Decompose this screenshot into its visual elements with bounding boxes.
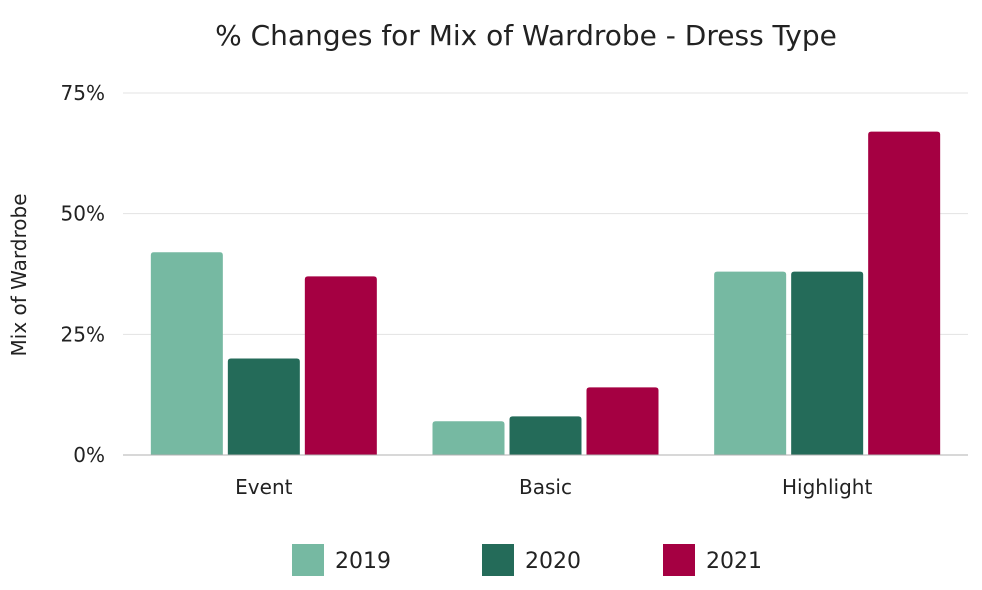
legend-swatch-2019 [292, 544, 324, 576]
bar-event-2021 [304, 276, 377, 455]
bar-highlight-2019 [714, 271, 787, 455]
legend-swatch-2020 [482, 544, 514, 576]
legend-label: 2021 [706, 549, 762, 574]
bar-highlight-2021 [868, 131, 941, 455]
x-axis-ticks: Event Basic Highlight [235, 475, 872, 499]
bar-basic-2019 [432, 421, 505, 455]
bar-highlight-2020 [791, 271, 864, 455]
bar-basic-2020 [509, 416, 582, 455]
bar-event-2019 [150, 252, 223, 455]
x-tick-label: Highlight [782, 475, 872, 499]
y-axis-label: Mix of Wardrobe [7, 194, 31, 357]
x-tick-label: Basic [519, 475, 572, 499]
y-axis-ticks: 0% 25% 50% 75% [61, 81, 105, 467]
x-tick-label: Event [235, 475, 292, 499]
y-tick-label: 25% [61, 322, 105, 346]
bar-basic-2021 [586, 387, 659, 455]
bars [150, 131, 941, 455]
bar-event-2020 [227, 358, 300, 455]
chart-title: % Changes for Mix of Wardrobe - Dress Ty… [215, 19, 837, 52]
legend-label: 2019 [335, 549, 391, 574]
y-tick-label: 75% [61, 81, 105, 105]
y-tick-label: 50% [61, 202, 105, 226]
y-tick-label: 0% [73, 443, 105, 467]
legend: 2019 2020 2021 [292, 544, 762, 576]
legend-swatch-2021 [663, 544, 695, 576]
legend-label: 2020 [525, 549, 581, 574]
